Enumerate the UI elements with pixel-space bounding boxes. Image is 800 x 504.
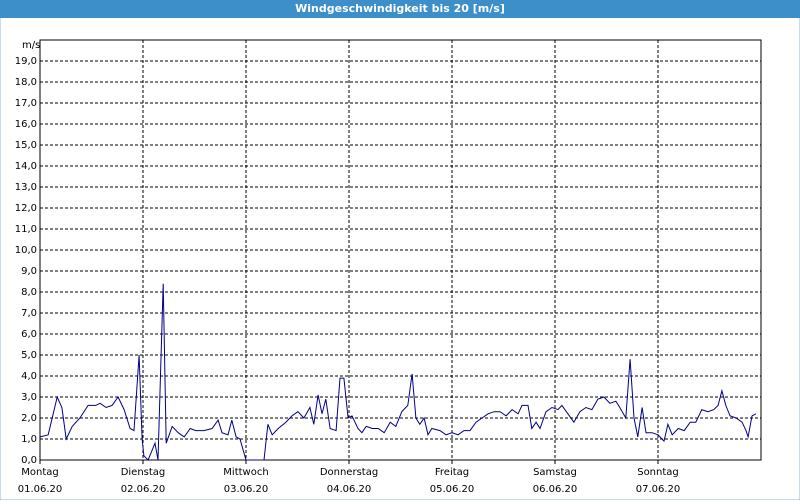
y-tick-label: 0,0 bbox=[21, 455, 37, 466]
x-tick-label: Montag bbox=[21, 467, 58, 478]
y-tick-label: 10,0 bbox=[15, 245, 37, 256]
chart-title: Windgeschwindigkeit bis 20 [m/s] bbox=[295, 2, 505, 15]
y-axis-label: m/s bbox=[22, 40, 40, 51]
y-tick-label: 3,0 bbox=[21, 392, 37, 403]
x-tick-date: 02.06.20 bbox=[121, 484, 166, 495]
x-tick-label: Mittwoch bbox=[223, 467, 268, 478]
y-tick-label: 7,0 bbox=[21, 308, 37, 319]
y-tick-label: 6,0 bbox=[21, 329, 37, 340]
x-tick-date: 07.06.20 bbox=[636, 484, 681, 495]
y-tick-label: 19,0 bbox=[15, 56, 37, 67]
x-tick-label: Dienstag bbox=[121, 467, 166, 478]
x-tick-date: 04.06.20 bbox=[327, 484, 372, 495]
x-tick-label: Sonntag bbox=[637, 467, 679, 478]
x-tick-label: Donnerstag bbox=[320, 467, 378, 478]
y-tick-label: 17,0 bbox=[15, 98, 37, 109]
x-tick-date: 01.06.20 bbox=[18, 484, 63, 495]
y-tick-label: 18,0 bbox=[15, 77, 37, 88]
y-tick-label: 8,0 bbox=[21, 287, 37, 298]
y-tick-label: 13,0 bbox=[15, 182, 37, 193]
y-tick-label: 16,0 bbox=[15, 119, 37, 130]
y-tick-label: 12,0 bbox=[15, 203, 37, 214]
title-bar bbox=[0, 0, 800, 18]
x-tick-date: 03.06.20 bbox=[224, 484, 269, 495]
x-tick-label: Freitag bbox=[435, 467, 469, 478]
x-tick-date: 06.06.20 bbox=[533, 484, 578, 495]
y-tick-label: 5,0 bbox=[21, 350, 37, 361]
y-tick-label: 15,0 bbox=[15, 140, 37, 151]
y-tick-label: 2,0 bbox=[21, 413, 37, 424]
data-line bbox=[39, 283, 757, 461]
x-tick-date: 05.06.20 bbox=[430, 484, 475, 495]
y-tick-label: 11,0 bbox=[15, 224, 37, 235]
y-tick-label: 1,0 bbox=[21, 434, 37, 445]
y-tick-label: 9,0 bbox=[21, 266, 37, 277]
x-tick-label: Samstag bbox=[533, 467, 577, 478]
y-tick-label: 4,0 bbox=[21, 371, 37, 382]
y-tick-label: 14,0 bbox=[15, 161, 37, 172]
